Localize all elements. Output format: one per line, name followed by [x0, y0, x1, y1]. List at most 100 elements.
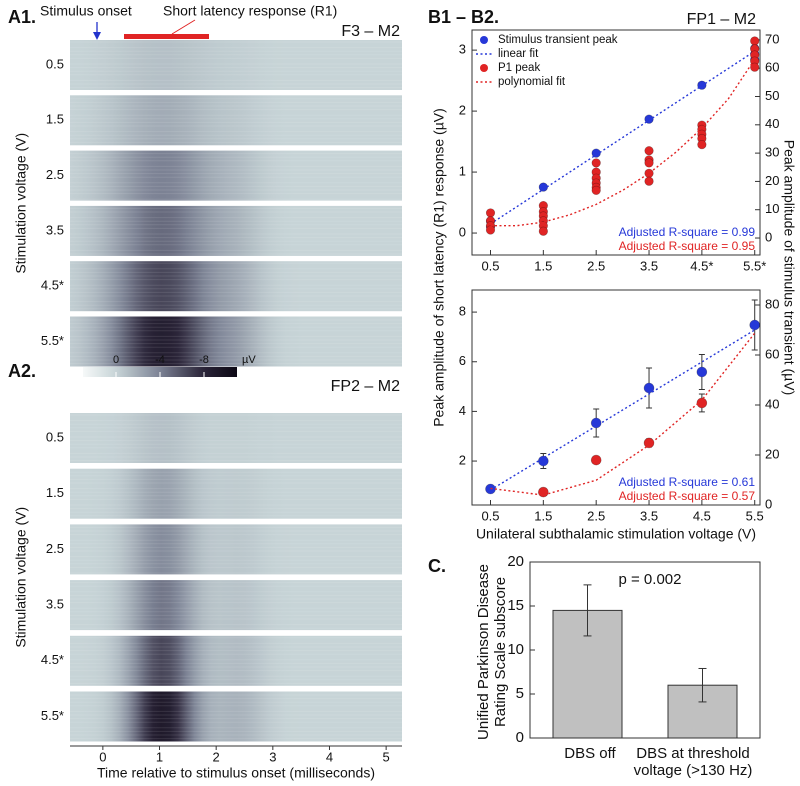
- y2-tick-label: 40: [765, 116, 779, 131]
- legend-label: P1 peak: [498, 62, 540, 74]
- legend-swatch: [480, 36, 488, 44]
- point: [538, 455, 549, 467]
- row-label: 2.5: [46, 541, 64, 556]
- row-label: 2.5: [46, 167, 64, 182]
- point: [643, 382, 655, 394]
- point: [591, 158, 601, 168]
- x-axis-label: Unilateral subthalamic stimulation volta…: [476, 526, 756, 542]
- x-tick-label: 1.5: [534, 258, 552, 273]
- legend-label: polynomial fit: [498, 76, 566, 88]
- colorbar-tick-label: 0: [113, 354, 119, 366]
- row-label: 5.5*: [41, 708, 64, 723]
- x-axis-label: Time relative to stimulus onset (millise…: [97, 765, 375, 781]
- y2-tick-label: 70: [765, 31, 779, 46]
- annotation: Adjusted R-square = 0.99: [619, 225, 756, 239]
- x-tick-label: 1: [156, 749, 163, 764]
- x-tick-label: 4.5*: [690, 258, 713, 273]
- chart-title: FP1 – M2: [687, 11, 756, 28]
- row-label: 1.5: [46, 485, 64, 500]
- annotation: Adjusted R-square = 0.95: [619, 239, 756, 253]
- fit-line: [490, 329, 756, 491]
- point: [538, 182, 548, 192]
- point: [749, 319, 761, 331]
- r1-window: [124, 34, 209, 39]
- x-tick-label: 5: [383, 749, 390, 764]
- colorbar-tick-label: -8: [199, 354, 209, 366]
- row-label: 5.5*: [41, 333, 64, 348]
- x-tick-label: 0.5: [481, 258, 499, 273]
- y-tick-label: 0: [459, 224, 466, 239]
- y-axis-label: Unified Parkinson Disease Rating Scale s…: [475, 564, 509, 740]
- y2-axis-label: Peak amplitude of stimulus transient (µV…: [781, 140, 797, 396]
- y2-tick-label: 0: [765, 496, 772, 511]
- row-label: 0.5: [46, 56, 64, 71]
- fit-line: [490, 58, 756, 227]
- panel-label: C.: [428, 556, 446, 576]
- point: [538, 226, 548, 236]
- legend-swatch: [480, 64, 488, 72]
- x-tick-label: 2.5: [587, 258, 605, 273]
- y-tick-label: 8: [459, 304, 466, 319]
- x-tick-label: DBS off: [564, 745, 616, 762]
- point: [750, 36, 760, 46]
- y2-tick-label: 50: [765, 88, 779, 103]
- row-label: 4.5*: [41, 652, 64, 667]
- panel-label: A1.: [8, 7, 36, 27]
- heat-strip: [70, 635, 402, 686]
- x-tick-label: 0: [99, 749, 106, 764]
- panel-label: B1 – B2.: [428, 7, 499, 27]
- x-tick-label: 2.5: [587, 508, 605, 523]
- colorbar-unit: µV: [242, 354, 256, 366]
- plot-frame: [471, 29, 761, 256]
- x-tick-label: 5.5*: [743, 258, 766, 273]
- x-tick-label: 5.5: [746, 508, 764, 523]
- y-tick-label: 0: [516, 729, 524, 746]
- x-tick-label: 4.5: [693, 508, 711, 523]
- heat-strip: [70, 316, 402, 367]
- annotation: Adjusted R-square = 0.57: [619, 489, 756, 503]
- x-tick-label: 4: [326, 749, 333, 764]
- row-label: 1.5: [46, 112, 64, 127]
- y-tick-label: 5: [516, 685, 524, 702]
- heat-strip: [70, 580, 402, 631]
- row-label: 3.5: [46, 222, 64, 237]
- colorbar-tick-label: -4: [155, 354, 165, 366]
- point: [590, 417, 602, 429]
- heat-strip: [70, 691, 402, 742]
- y-tick-label: 2: [459, 452, 466, 467]
- y-tick-label: 20: [507, 553, 524, 570]
- point: [591, 185, 601, 195]
- chart-title: FP2 – M2: [331, 378, 400, 395]
- point: [644, 176, 654, 186]
- y2-tick-label: 60: [765, 346, 779, 361]
- point: [590, 454, 602, 466]
- x-tick-label: 3: [269, 749, 276, 764]
- point: [696, 397, 708, 409]
- panel-label: A2.: [8, 361, 36, 381]
- x-tick-label: DBS at threshold voltage (>130 Hz): [633, 745, 753, 779]
- point: [643, 437, 655, 449]
- y2-tick-label: 10: [765, 201, 779, 216]
- heat-strip: [70, 95, 402, 146]
- heat-strip: [70, 40, 402, 90]
- legend-label: linear fit: [498, 48, 539, 60]
- heat-strip: [70, 468, 402, 519]
- y-tick-label: 10: [507, 641, 524, 658]
- heat-strip: [70, 413, 402, 463]
- chart-title: F3 – M2: [341, 23, 400, 40]
- y-tick-label: 2: [459, 103, 466, 118]
- point: [644, 114, 654, 124]
- y2-tick-label: 60: [765, 60, 779, 75]
- plot-frame: [471, 289, 761, 506]
- y2-tick-label: 0: [765, 229, 772, 244]
- y2-tick-label: 40: [765, 396, 779, 411]
- point: [644, 158, 654, 168]
- heat-strip: [70, 205, 402, 256]
- x-tick-label: 2: [213, 749, 220, 764]
- annotation: p = 0.002: [619, 571, 682, 588]
- heat-strip: [70, 261, 402, 312]
- annotation: Adjusted R-square = 0.61: [619, 475, 756, 489]
- y2-tick-label: 20: [765, 446, 779, 461]
